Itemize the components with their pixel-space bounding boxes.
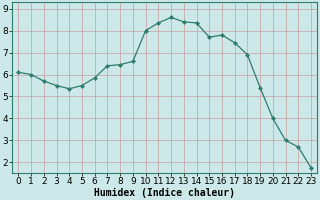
X-axis label: Humidex (Indice chaleur): Humidex (Indice chaleur) [94, 188, 235, 198]
